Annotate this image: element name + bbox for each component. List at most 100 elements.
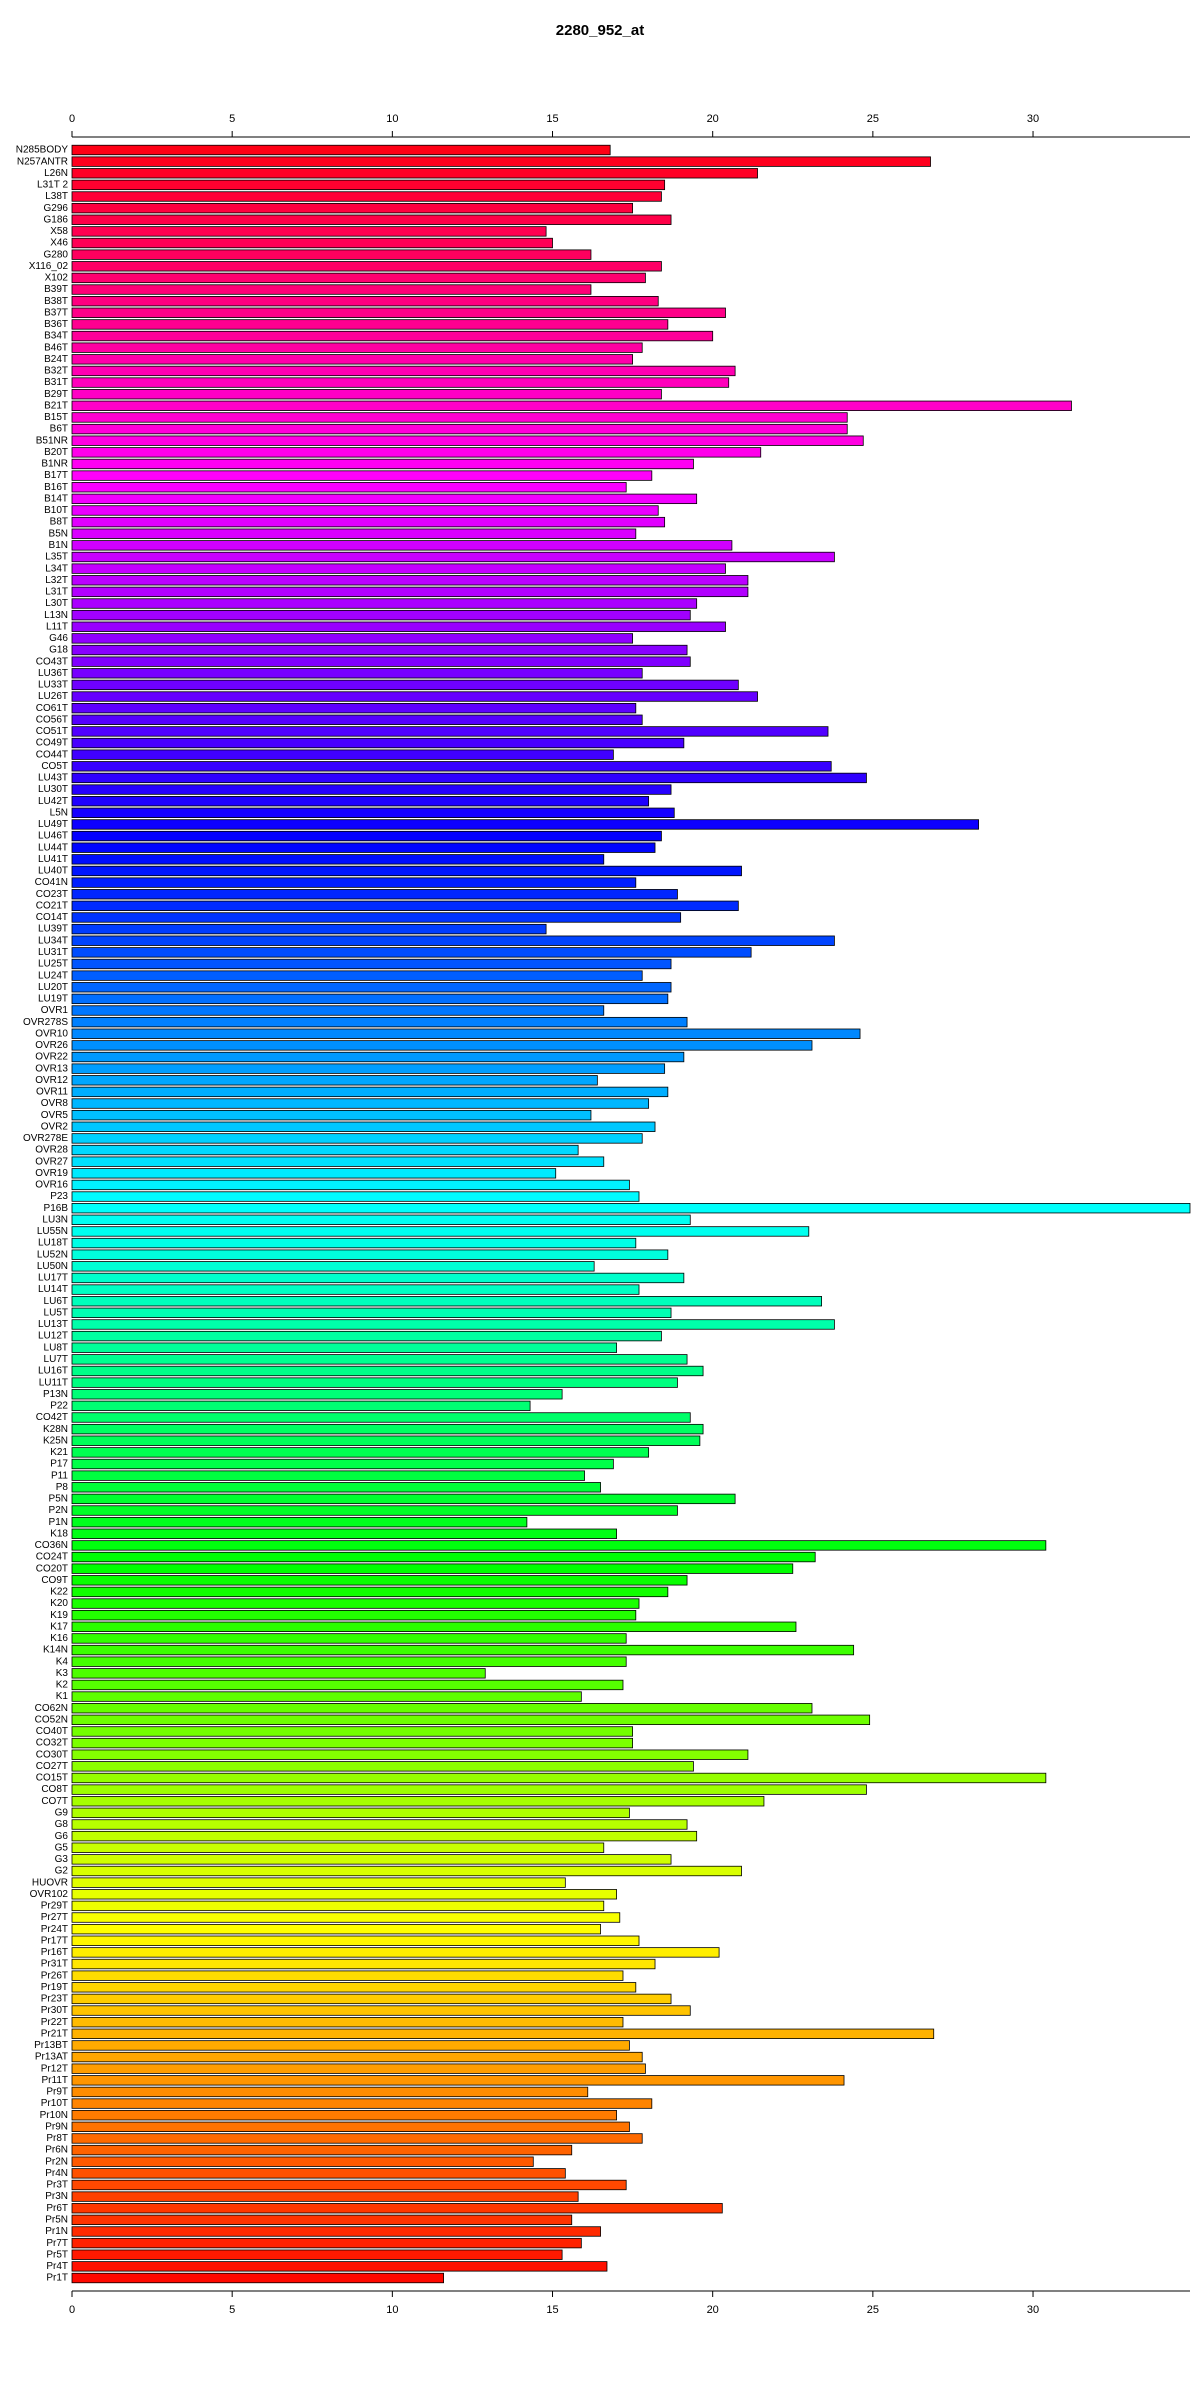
bar [71, 2144, 573, 2156]
y-tick-label: B17T [44, 470, 68, 481]
y-tick-label: Pr6T [46, 2203, 68, 2214]
y-tick-label: Pr19T [41, 1982, 68, 1993]
bar [71, 1993, 672, 2005]
bar [71, 865, 742, 877]
y-tick-label: B37T [44, 307, 68, 318]
bar [71, 830, 662, 842]
bar [71, 470, 653, 481]
bar [71, 2098, 653, 2109]
y-tick-label: Pr8T [46, 2133, 68, 2144]
bar [71, 1540, 1047, 1551]
y-tick-label: N285BODY [16, 145, 69, 156]
bar [71, 202, 634, 214]
bar [71, 1610, 637, 1621]
bar [71, 144, 611, 156]
bar [71, 458, 694, 470]
y-tick-label: G6 [55, 1831, 69, 1842]
bar [71, 237, 553, 249]
y-tick-label: CO62N [35, 1703, 68, 1714]
bar [71, 1749, 749, 1760]
bar [71, 2272, 444, 2284]
bar [71, 1191, 640, 1202]
bar [71, 1668, 486, 1679]
bar [71, 1272, 685, 1284]
bar [71, 482, 627, 493]
bar [71, 2075, 845, 2086]
y-tick-label: Pr9N [45, 2121, 68, 2132]
y-tick-label: K18 [50, 1528, 68, 1539]
y-tick-label: LU11T [39, 1377, 68, 1388]
y-tick-label: B1NR [41, 459, 68, 470]
y-tick-label: OVR278S [23, 1017, 68, 1028]
y-tick-label: B31T [44, 377, 68, 388]
y-tick-label: LU6T [44, 1296, 68, 1307]
bar [71, 505, 659, 516]
y-tick-label: Pr31T [41, 1959, 68, 1970]
bar [71, 1389, 563, 1400]
bar [71, 1400, 531, 1412]
y-tick-label: P2N [49, 1505, 68, 1516]
y-tick-label: CO9T [41, 1575, 68, 1586]
y-tick-label: Pr9T [46, 2087, 68, 2098]
y-tick-label: K1 [56, 1691, 69, 1702]
bar [71, 1121, 656, 1132]
bar [71, 226, 547, 237]
bar [71, 1144, 579, 1156]
y-tick-label: L31T 2 [37, 180, 68, 191]
bar [71, 540, 733, 551]
y-tick-label: CO44T [36, 749, 68, 760]
bar [71, 249, 592, 260]
bar [71, 1854, 672, 1865]
bar [71, 400, 1072, 411]
y-tick-label: LU41T [38, 854, 68, 865]
y-tick-label: CO52N [35, 1714, 68, 1725]
bar [71, 1714, 871, 1726]
bar [71, 528, 637, 539]
y-tick-label: G46 [49, 633, 68, 644]
bar [71, 1563, 794, 1574]
bar [71, 958, 672, 970]
y-tick-label: L11T [46, 621, 68, 632]
y-tick-label: LU26T [38, 691, 68, 702]
y-tick-label: P23 [50, 1191, 68, 1202]
y-tick-label: Pr10N [40, 2110, 68, 2121]
y-tick-label: B10T [44, 505, 68, 516]
y-tick-label: G18 [49, 645, 68, 656]
bar [71, 1075, 598, 1086]
bar [71, 2261, 608, 2272]
y-tick-label: LU36T [38, 668, 68, 679]
bar [71, 784, 672, 795]
bar [71, 772, 867, 784]
y-tick-label: Pr6N [45, 2145, 68, 2156]
x-tick-label: 25 [867, 2304, 879, 2316]
y-tick-label: OVR11 [36, 1087, 68, 1098]
bar [71, 633, 634, 644]
bar [71, 1621, 797, 1632]
bar [71, 621, 726, 632]
bar [71, 1005, 605, 1016]
bar [71, 1691, 582, 1702]
bar [71, 342, 643, 353]
bar [71, 1470, 585, 1481]
y-tick-label: LU25T [38, 959, 68, 970]
bar [71, 1970, 624, 1981]
bar [71, 1958, 656, 1970]
y-tick-label: B29T [44, 389, 68, 400]
y-tick-label: LU8T [44, 1342, 68, 1353]
x-tick-label: 15 [546, 113, 558, 125]
y-tick-label: Pr17T [41, 1935, 68, 1946]
y-tick-label: L13N [44, 610, 68, 621]
y-tick-label: L38T [45, 191, 68, 202]
y-tick-label: LU39T [38, 924, 68, 935]
bar [71, 1947, 720, 1958]
y-tick-label: Pr23T [41, 1994, 68, 2005]
y-tick-label: Pr5N [45, 2214, 68, 2225]
bar [71, 179, 666, 191]
y-tick-label: G9 [55, 1808, 69, 1819]
y-tick-label: L32T [45, 575, 68, 586]
bar [71, 2028, 935, 2039]
y-tick-label: CO40T [36, 1726, 68, 1737]
bar [71, 1586, 669, 1598]
bar [71, 2121, 630, 2132]
y-tick-label: P8 [56, 1482, 69, 1493]
